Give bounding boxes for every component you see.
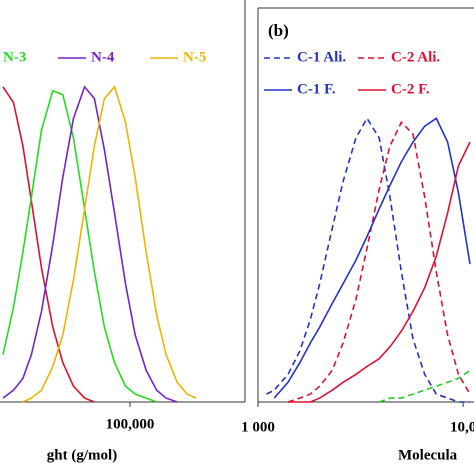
series-line (22, 85, 197, 403)
x-axis-label: Molecula (398, 447, 458, 463)
legend-label: N-5 (183, 49, 206, 65)
series-line (273, 117, 471, 399)
x-tick-label: 10,0 (450, 419, 474, 435)
series-line (288, 141, 471, 403)
legend-label: C-2 Ali. (391, 49, 440, 65)
panel-label: (b) (268, 21, 289, 40)
series-line (266, 116, 470, 403)
series-line (287, 120, 471, 403)
series-line (2, 89, 157, 403)
x-tick-label: 100,000 (106, 416, 155, 432)
series-line (378, 369, 471, 403)
legend-label: C-1 Ali. (297, 49, 346, 65)
x-axis-label: ght (g/mol) (47, 447, 117, 463)
legend-label: C-2 F. (391, 81, 430, 97)
legend-label: N-3 (3, 49, 26, 65)
series-line (2, 85, 178, 403)
series-line (2, 86, 95, 403)
legend-label: C-1 F. (297, 81, 336, 97)
legend-label: N-4 (91, 49, 115, 65)
x-tick-label: 1 000 (241, 419, 275, 435)
